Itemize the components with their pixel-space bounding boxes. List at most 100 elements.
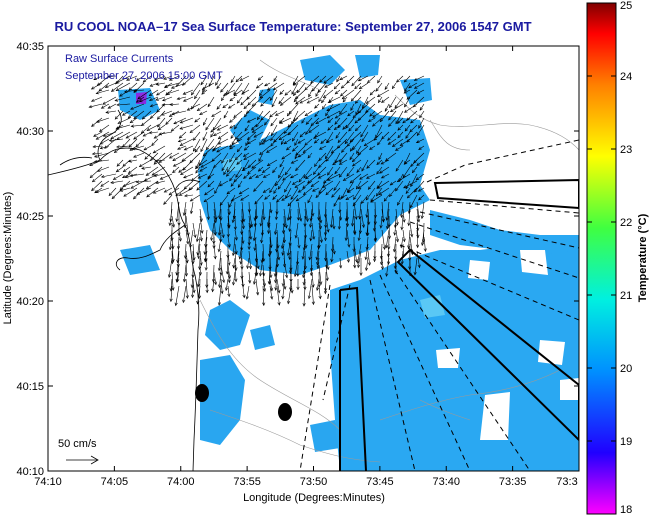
current-vector	[366, 159, 376, 169]
current-vector	[220, 222, 224, 238]
current-vector-head	[339, 93, 344, 97]
current-vector	[170, 278, 173, 292]
current-vector-head	[345, 223, 350, 228]
current-vector-head	[143, 147, 148, 151]
current-vector-head	[261, 169, 266, 174]
current-vector-head	[175, 192, 179, 197]
current-vector	[249, 173, 257, 180]
current-vector	[273, 131, 285, 143]
current-vector	[333, 82, 341, 90]
current-vector-head	[140, 122, 145, 127]
current-vector-head	[338, 209, 342, 214]
current-vector	[210, 124, 222, 133]
current-vector-head	[254, 272, 258, 277]
current-vector-head	[108, 138, 113, 142]
current-vector	[283, 257, 288, 278]
current-vector	[271, 124, 278, 136]
current-vector-head	[373, 258, 377, 263]
current-vector-head	[207, 103, 211, 108]
current-vector	[366, 236, 369, 250]
current-vector	[366, 173, 376, 179]
current-vector-head	[142, 133, 147, 137]
current-vector	[421, 201, 425, 219]
current-vector-head	[253, 134, 258, 138]
current-vector	[319, 145, 327, 150]
current-vector	[311, 285, 314, 305]
x-tick-label: 73:3	[556, 476, 577, 488]
current-vector	[176, 264, 180, 283]
current-vector	[247, 96, 257, 106]
current-vector-head	[320, 140, 324, 144]
current-vector-head	[365, 100, 370, 104]
current-vector-head	[199, 262, 203, 266]
current-vector-head	[100, 183, 104, 187]
current-vector-head	[337, 196, 341, 200]
current-vector	[289, 215, 292, 232]
current-vector-head	[284, 224, 288, 229]
current-vector	[275, 110, 285, 116]
current-vector	[326, 138, 334, 143]
current-vector	[243, 173, 250, 179]
current-vector-head	[213, 232, 217, 236]
current-vector-head	[137, 96, 141, 100]
current-vector-head	[125, 135, 130, 139]
current-vector-head	[288, 228, 292, 232]
current-vector	[284, 180, 292, 193]
current-vector	[304, 208, 307, 220]
current-vector	[394, 222, 397, 236]
current-vector	[318, 152, 327, 161]
current-vector-head	[196, 107, 201, 112]
current-vector-head	[286, 147, 290, 151]
current-vector-head	[413, 271, 417, 276]
current-vector	[405, 187, 411, 194]
current-vector-head	[402, 219, 406, 223]
current-vector	[241, 89, 250, 95]
current-vector	[116, 145, 131, 148]
current-vector	[318, 89, 327, 102]
current-vector-head	[141, 166, 145, 170]
current-vector-head	[301, 120, 305, 124]
current-vector-head	[293, 98, 297, 103]
current-vector	[197, 103, 208, 111]
current-vector	[184, 208, 187, 228]
current-vector	[294, 152, 299, 159]
current-vector-head	[408, 85, 412, 89]
current-vector-head	[302, 149, 307, 154]
scale-arrow: 50 cm/s	[58, 438, 99, 465]
current-vector-head	[155, 181, 159, 185]
current-vector-head	[243, 105, 247, 110]
current-vector-head	[415, 177, 420, 181]
current-vector-head	[150, 157, 154, 161]
current-vector-head	[184, 273, 189, 277]
current-vector	[388, 117, 397, 127]
current-vector-head	[369, 146, 373, 150]
current-vector	[199, 208, 202, 222]
current-vector-head	[213, 281, 218, 286]
current-vector	[199, 110, 208, 115]
current-vector-head	[388, 123, 392, 127]
current-vector	[199, 264, 201, 276]
current-vector	[308, 124, 320, 133]
bathymetry-contours	[199, 59, 579, 463]
current-vector-head	[241, 167, 246, 171]
current-vector-head	[381, 135, 385, 140]
current-vector-head	[219, 202, 223, 206]
current-vector-head	[201, 86, 206, 90]
current-vector-head	[116, 145, 120, 149]
current-vector	[273, 75, 278, 82]
current-vector	[311, 222, 315, 240]
current-vector-head	[175, 218, 179, 223]
current-vector	[254, 194, 264, 205]
current-vector-head	[373, 137, 378, 141]
current-vector-head	[164, 84, 168, 88]
current-vector-head	[319, 281, 323, 285]
current-vector	[128, 166, 138, 174]
current-vector-head	[243, 175, 247, 179]
current-vector	[229, 124, 236, 129]
current-vector	[358, 75, 369, 82]
current-vector-head	[410, 163, 414, 167]
current-vector-head	[275, 182, 279, 187]
current-vector-head	[277, 289, 281, 294]
current-vector	[280, 96, 292, 106]
surface-current-vectors	[88, 75, 427, 307]
